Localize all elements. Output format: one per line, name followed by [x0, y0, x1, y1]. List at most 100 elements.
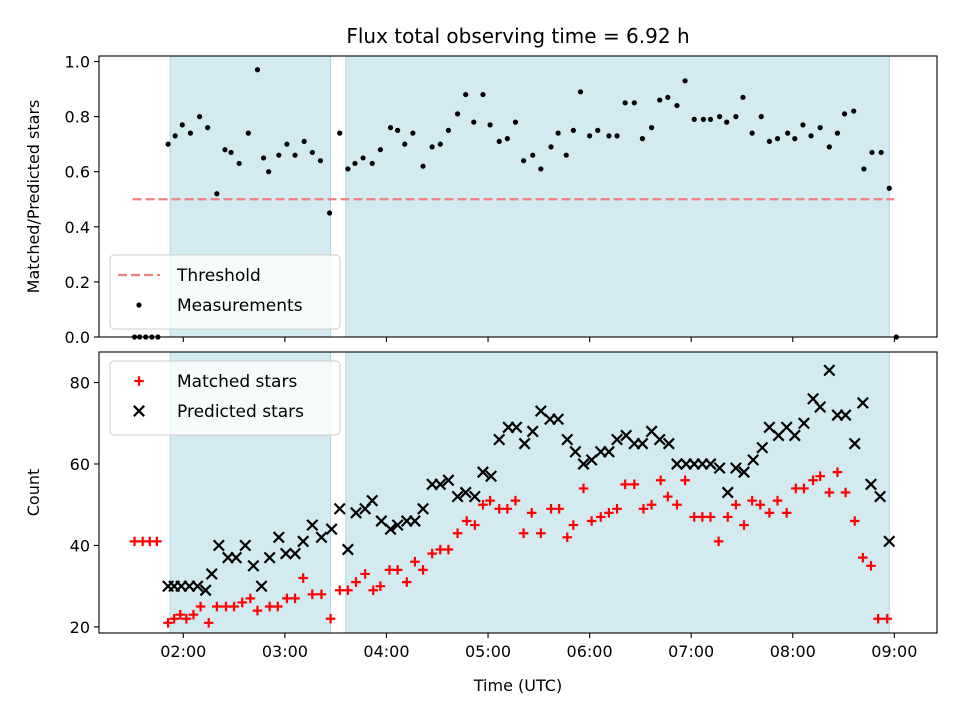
data-point: [325, 613, 336, 624]
data-point: [351, 577, 361, 587]
data-point: [203, 618, 214, 628]
data-point: [459, 486, 472, 499]
data-point: [375, 581, 386, 591]
data-point: [326, 210, 333, 216]
data-point: [646, 499, 657, 510]
x-tick-label: 03:00: [262, 642, 308, 661]
data-point: [345, 166, 351, 172]
data-point: [823, 364, 836, 377]
data-point: [152, 536, 162, 547]
data-point: [612, 503, 622, 514]
y-tick-label: 20: [70, 618, 90, 637]
data-point: [764, 508, 775, 518]
data-point: [510, 495, 521, 506]
data-point: [255, 580, 268, 593]
data-point: [468, 490, 481, 503]
x-tick-label: 02:00: [160, 642, 206, 661]
y-tick-label: 0.6: [65, 163, 90, 182]
data-point: [264, 601, 275, 612]
data-point: [214, 191, 220, 197]
data-point: [536, 528, 546, 539]
y-axis-label: Matched/Predicted stars: [24, 100, 43, 294]
y-tick-label: 0.2: [65, 273, 90, 292]
x-tick-label: 07:00: [668, 642, 714, 661]
data-point: [315, 531, 328, 544]
data-point: [350, 506, 362, 519]
observing-window: [345, 56, 890, 337]
legend: Matched stars Predicted stars: [109, 360, 341, 436]
data-point: [526, 508, 537, 518]
x-tick-label: 04:00: [363, 642, 409, 661]
data-point: [792, 136, 798, 142]
legend-marker: [134, 376, 144, 386]
data-point: [493, 433, 506, 446]
data-point: [442, 474, 455, 487]
data-point: [289, 547, 302, 560]
data-point: [774, 136, 781, 142]
data-point: [502, 503, 513, 514]
data-point: [586, 516, 597, 526]
data-point: [284, 141, 290, 147]
data-point: [665, 94, 671, 100]
data-point: [739, 520, 749, 530]
data-point: [317, 158, 324, 164]
data-point: [229, 601, 239, 612]
data-point: [452, 528, 463, 539]
data-point: [569, 445, 582, 458]
data-point: [832, 467, 843, 477]
data-point: [756, 441, 769, 454]
data-point: [470, 520, 480, 530]
data-point: [272, 601, 283, 612]
data-point: [230, 551, 243, 564]
data-point: [325, 523, 338, 536]
data-point: [129, 536, 140, 547]
data-point: [554, 503, 564, 514]
data-point: [548, 144, 554, 150]
data-point: [526, 425, 539, 438]
data-point: [689, 512, 700, 522]
data-point: [530, 152, 536, 158]
data-point: [518, 437, 531, 450]
data-point: [766, 138, 773, 145]
data-point: [758, 114, 764, 120]
data-point: [604, 508, 614, 518]
y-tick-label: 0.4: [65, 218, 90, 237]
data-point: [410, 556, 420, 567]
data-point: [485, 495, 495, 506]
data-point: [418, 565, 428, 575]
data-point: [552, 413, 565, 426]
data-point: [682, 78, 688, 84]
data-point: [826, 144, 832, 150]
data-point: [653, 433, 666, 446]
data-point: [808, 475, 818, 486]
data-point: [410, 130, 416, 136]
data-point: [639, 136, 646, 142]
data-point: [834, 130, 841, 136]
observing-window: [345, 352, 890, 633]
data-point: [337, 130, 343, 136]
data-point: [221, 601, 231, 612]
data-point: [222, 147, 228, 153]
data-point: [181, 613, 192, 624]
data-point: [487, 122, 493, 128]
data-point: [485, 470, 498, 483]
data-point: [747, 495, 757, 506]
legend-box: [109, 360, 341, 436]
x-tick-label: 06:00: [567, 642, 613, 661]
data-point: [717, 114, 723, 120]
data-point: [451, 490, 464, 503]
legend-label: Matched stars: [177, 372, 297, 392]
data-point: [272, 531, 285, 544]
data-point: [749, 130, 755, 136]
data-point: [494, 503, 505, 514]
data-point: [165, 141, 171, 147]
data-point: [655, 475, 666, 486]
data-point: [187, 130, 194, 136]
axes-frame: [98, 351, 938, 634]
data-point: [369, 160, 375, 167]
data-point: [562, 532, 573, 543]
legend-marker: [136, 302, 142, 308]
data-point: [817, 125, 823, 131]
data-point: [454, 111, 461, 117]
